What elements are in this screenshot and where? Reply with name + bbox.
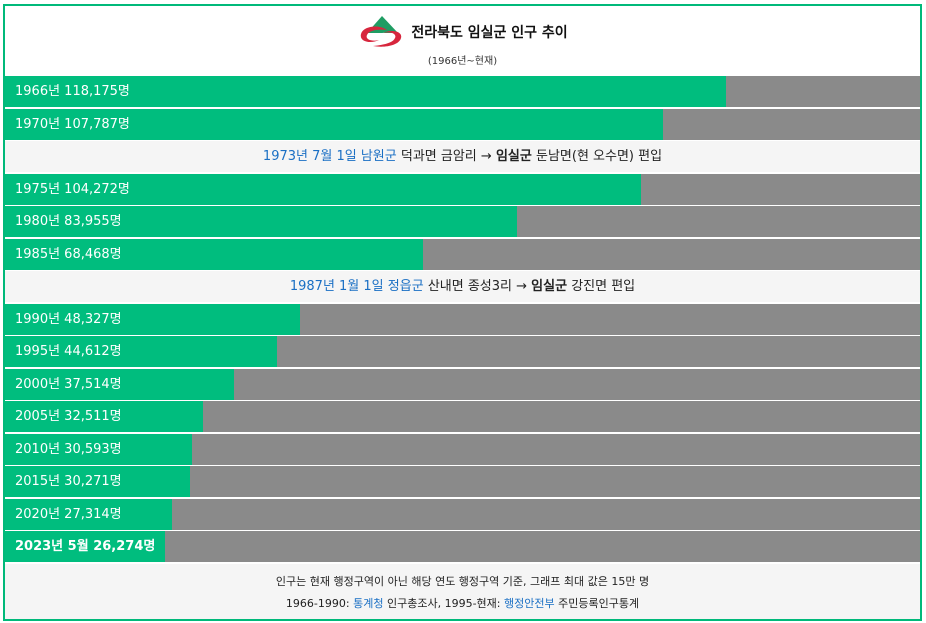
bar-row-1995: 1995년 44,612명 [5, 336, 920, 367]
chart-footer: 인구는 현재 행정구역이 아닌 해당 연도 행정구역 기준, 그래프 최대 값은… [5, 564, 920, 619]
bar-fill-1985 [5, 239, 423, 270]
bar-row-1975: 1975년 104,272명 [5, 174, 920, 205]
bar-row-2005: 2005년 32,511명 [5, 401, 920, 432]
note-from-region-link[interactable]: 정읍군 [387, 279, 424, 294]
bar-label-2023: 2023년 5월 26,274명 [15, 539, 156, 554]
bar-row-1990: 1990년 48,327명 [5, 304, 920, 335]
bar-fill-1995 [5, 336, 277, 367]
note-to-region: 임실군 [495, 149, 532, 164]
boundary-note-1987: 1987년 1월 1일 정읍군 산내면 종성3리 → 임실군 강진면 편입 [5, 271, 920, 302]
chart-frame: 전라북도 임실군 인구 추이 (1966년~현재) 1966년 118,175명… [3, 4, 922, 621]
note-arrow: → [480, 149, 492, 164]
bar-label-2020: 2020년 27,314명 [15, 507, 122, 522]
bar-label-1970: 1970년 107,787명 [15, 117, 130, 132]
bar-label-1980: 1980년 83,955명 [15, 214, 122, 229]
bar-row-1966: 1966년 118,175명 [5, 76, 920, 107]
bar-label-2015: 2015년 30,271명 [15, 474, 122, 489]
bar-row-2010: 2010년 30,593명 [5, 434, 920, 465]
bar-row-2000: 2000년 37,514명 [5, 369, 920, 400]
note-arrow: → [516, 279, 528, 294]
chart-title: 전라북도 임실군 인구 추이 [411, 25, 568, 41]
note-from-region-link[interactable]: 남원군 [360, 149, 397, 164]
note-date-link[interactable]: 1987년 1월 1일 [289, 279, 384, 294]
bar-label-2010: 2010년 30,593명 [15, 442, 122, 457]
bar-fill-1970 [5, 109, 663, 140]
bar-row-2020: 2020년 27,314명 [5, 499, 920, 530]
bar-label-2000: 2000년 37,514명 [15, 377, 122, 392]
footer-note: 인구는 현재 행정구역이 아닌 해당 연도 행정구역 기준, 그래프 최대 값은… [275, 575, 650, 588]
bar-row-1980: 1980년 83,955명 [5, 206, 920, 237]
bar-fill-1975 [5, 174, 641, 205]
bar-fill-2000 [5, 369, 234, 400]
bar-fill-2010 [5, 434, 192, 465]
note-to-detail: 둔남면(현 오수면) 편입 [536, 149, 663, 164]
bar-fill-2023 [5, 531, 165, 562]
bar-fill-1966 [5, 76, 726, 107]
imsil-county-logo-icon [361, 16, 402, 47]
footer-sources: 1966-1990: 통계청 인구총조사, 1995-현재: 행정안전부 주민등… [5, 595, 920, 611]
bar-row-1970: 1970년 107,787명 [5, 109, 920, 140]
note-from-detail: 덕과면 금암리 [400, 149, 477, 164]
bar-fill-2020 [5, 499, 172, 530]
footer-period-2: 1995-현재: [444, 597, 501, 610]
bar-label-1975: 1975년 104,272명 [15, 182, 130, 197]
chart-header: 전라북도 임실군 인구 추이 (1966년~현재) [5, 6, 920, 76]
bar-row-2023: 2023년 5월 26,274명 [5, 531, 920, 562]
boundary-note-1973: 1973년 7월 1일 남원군 덕과면 금암리 → 임실군 둔남면(현 오수면)… [5, 141, 920, 172]
bar-label-2005: 2005년 32,511명 [15, 409, 122, 424]
bar-fill-2015 [5, 466, 190, 497]
bar-row-1985: 1985년 68,468명 [5, 239, 920, 270]
bar-fill-1990 [5, 304, 300, 335]
footer-source1-text: 인구총조사, [386, 597, 442, 610]
note-date-link[interactable]: 1973년 7월 1일 [262, 149, 357, 164]
bar-label-1995: 1995년 44,612명 [15, 344, 122, 359]
bar-fill-1980 [5, 206, 517, 237]
source-kostat-link[interactable]: 통계청 [353, 597, 384, 610]
footer-period-1: 1966-1990: [285, 597, 350, 610]
bar-label-1966: 1966년 118,175명 [15, 84, 130, 99]
note-to-detail: 강진면 편입 [571, 279, 636, 294]
source-mois-link[interactable]: 행정안전부 [504, 597, 555, 610]
note-to-region: 임실군 [531, 279, 568, 294]
footer-source2-text: 주민등록인구통계 [558, 597, 640, 610]
bar-row-2015: 2015년 30,271명 [5, 466, 920, 497]
bar-label-1990: 1990년 48,327명 [15, 312, 122, 327]
bar-label-1985: 1985년 68,468명 [15, 247, 122, 262]
chart-subtitle: (1966년~현재) [427, 56, 498, 67]
title-row: 전라북도 임실군 인구 추이 [5, 15, 920, 49]
bar-fill-2005 [5, 401, 203, 432]
note-from-detail: 산내면 종성3리 [427, 279, 512, 294]
